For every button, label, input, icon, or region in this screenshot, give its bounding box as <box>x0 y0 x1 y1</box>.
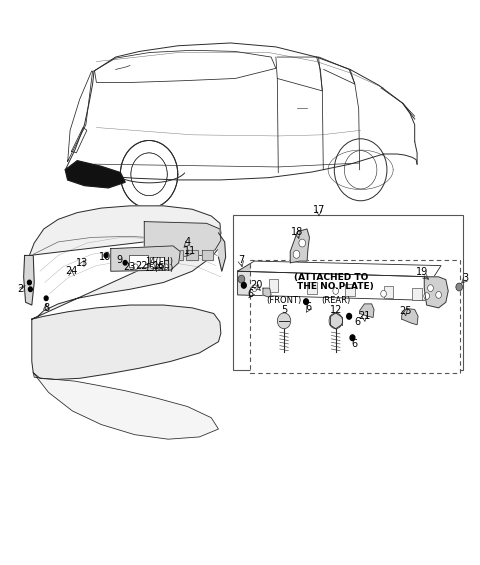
Polygon shape <box>290 229 310 263</box>
Text: 6: 6 <box>354 317 360 327</box>
Text: 9: 9 <box>116 255 122 265</box>
Bar <box>250 260 460 373</box>
Circle shape <box>381 290 386 297</box>
Polygon shape <box>402 308 418 325</box>
Text: 12: 12 <box>330 305 342 315</box>
Text: 17: 17 <box>313 205 325 215</box>
Text: (FRONT): (FRONT) <box>266 296 301 305</box>
Polygon shape <box>263 288 271 297</box>
Polygon shape <box>65 161 125 188</box>
Text: 8: 8 <box>43 303 49 313</box>
Polygon shape <box>156 250 167 260</box>
Circle shape <box>28 287 32 292</box>
Circle shape <box>123 260 127 265</box>
Text: 3: 3 <box>462 273 468 283</box>
Circle shape <box>104 253 108 258</box>
Polygon shape <box>32 305 221 380</box>
Text: (REAR): (REAR) <box>321 296 350 305</box>
Polygon shape <box>218 233 226 271</box>
Circle shape <box>252 285 257 292</box>
Circle shape <box>44 296 48 301</box>
Circle shape <box>163 264 168 270</box>
Circle shape <box>334 139 387 201</box>
Circle shape <box>350 335 355 341</box>
Text: 4: 4 <box>184 237 191 247</box>
Text: 23: 23 <box>123 262 135 272</box>
Polygon shape <box>424 277 448 308</box>
Text: 25: 25 <box>399 306 411 316</box>
Bar <box>307 282 317 294</box>
Text: 2: 2 <box>18 284 24 294</box>
Text: 16: 16 <box>153 260 165 271</box>
Circle shape <box>333 288 338 294</box>
Text: 22: 22 <box>136 260 148 271</box>
Polygon shape <box>360 304 374 318</box>
Bar <box>412 288 422 300</box>
Circle shape <box>436 292 442 298</box>
Circle shape <box>329 313 342 329</box>
Bar <box>129 255 148 267</box>
Text: 20: 20 <box>251 280 263 290</box>
Circle shape <box>299 239 306 247</box>
Text: THE NO.PLATE): THE NO.PLATE) <box>297 282 374 291</box>
Text: (ATTACHED TO: (ATTACHED TO <box>294 273 368 282</box>
Polygon shape <box>238 271 434 301</box>
Circle shape <box>304 299 309 305</box>
Circle shape <box>428 285 433 292</box>
Polygon shape <box>171 250 182 260</box>
Bar <box>233 215 463 370</box>
Polygon shape <box>238 261 441 277</box>
Circle shape <box>27 280 31 285</box>
Polygon shape <box>29 206 221 319</box>
Circle shape <box>456 283 463 291</box>
Text: 21: 21 <box>358 311 371 321</box>
Bar <box>384 286 393 298</box>
Text: 6: 6 <box>305 302 312 312</box>
Text: 15(RH): 15(RH) <box>144 264 173 273</box>
Circle shape <box>424 293 430 299</box>
Text: 6: 6 <box>248 289 253 299</box>
Text: 19: 19 <box>416 267 428 277</box>
Text: 7: 7 <box>238 255 244 265</box>
Circle shape <box>277 313 291 329</box>
Polygon shape <box>24 255 34 305</box>
Circle shape <box>241 282 246 288</box>
Text: 24: 24 <box>65 266 78 276</box>
Circle shape <box>347 314 351 319</box>
Polygon shape <box>202 250 213 260</box>
Circle shape <box>293 250 300 258</box>
Text: 13: 13 <box>76 258 88 268</box>
Circle shape <box>238 275 245 283</box>
Text: 5: 5 <box>281 305 287 315</box>
Text: 6: 6 <box>352 340 358 350</box>
Text: 14(LH): 14(LH) <box>144 257 173 266</box>
Circle shape <box>150 263 155 268</box>
Bar <box>269 280 278 292</box>
Polygon shape <box>144 221 221 257</box>
Polygon shape <box>33 373 218 439</box>
Polygon shape <box>111 246 180 271</box>
Text: 18: 18 <box>291 227 303 237</box>
Bar <box>150 257 164 267</box>
Bar <box>345 284 355 296</box>
Polygon shape <box>186 250 198 260</box>
Text: 10: 10 <box>99 252 111 262</box>
Text: 11: 11 <box>184 246 196 256</box>
Circle shape <box>133 264 138 270</box>
Circle shape <box>120 141 178 208</box>
